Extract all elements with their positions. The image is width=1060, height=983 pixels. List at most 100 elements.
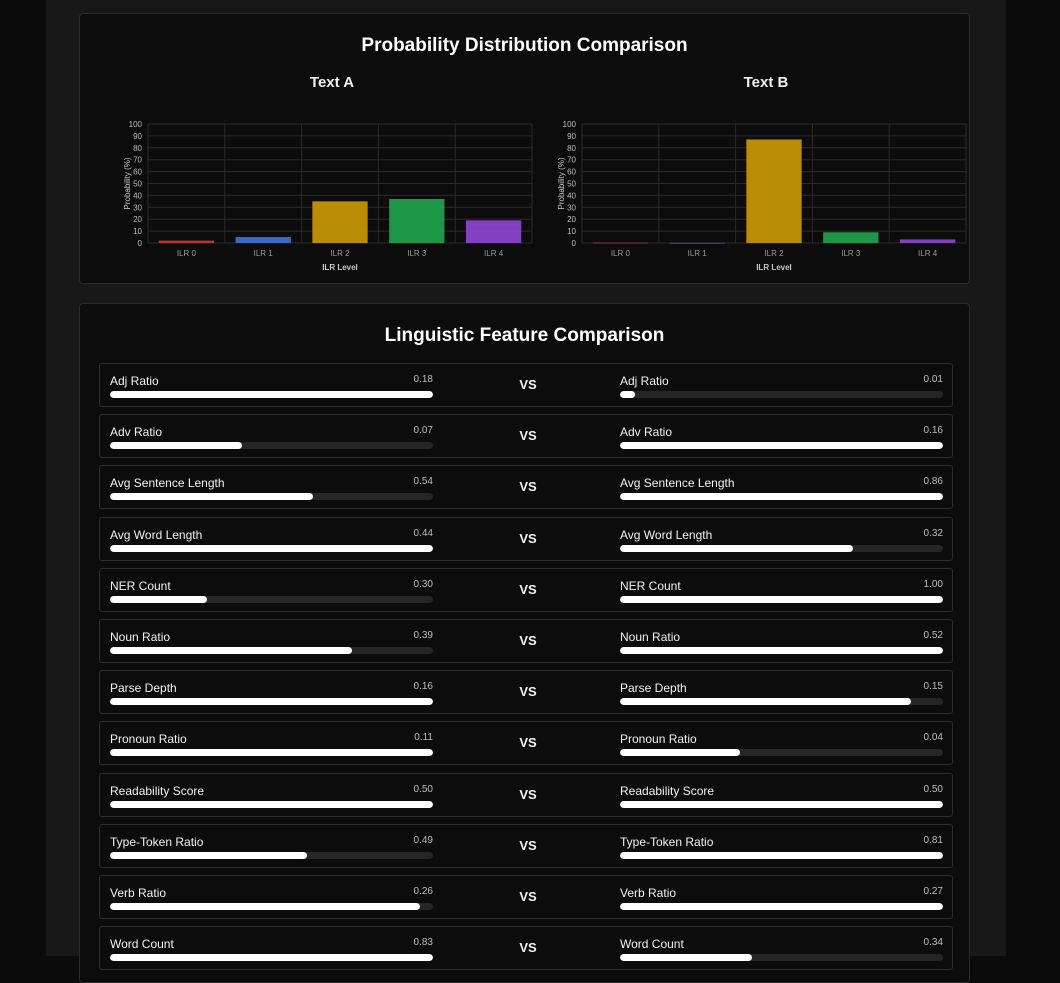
right-feature: Adv Ratio 0.16	[620, 415, 943, 457]
left-feature: Verb Ratio 0.26	[110, 876, 433, 918]
feature-label: Adv Ratio	[110, 425, 163, 440]
feature-value: 0.15	[923, 681, 943, 693]
feature-value: 0.04	[923, 732, 943, 744]
feature-bar-fill	[620, 749, 740, 757]
text-b-ytick-label: 50	[567, 180, 576, 189]
left-feature: Adv Ratio 0.07	[110, 415, 433, 457]
feature-value: 0.44	[413, 527, 433, 539]
feature-bar-track	[110, 647, 433, 654]
feature-bar-fill	[620, 493, 943, 501]
feature-bar-track	[620, 391, 943, 398]
feature-label: Pronoun Ratio	[110, 732, 187, 747]
text-a-bar-ilr-1	[235, 237, 291, 243]
feature-bar-fill	[110, 749, 433, 757]
text-b-bar-ilr-0	[592, 242, 649, 244]
features-title: Linguistic Feature Comparison	[384, 325, 665, 346]
feature-label: Avg Word Length	[620, 527, 713, 542]
vs-label: VS	[519, 684, 537, 700]
text-b-ytick-label: 20	[567, 215, 576, 224]
feature-bar-track	[620, 749, 943, 757]
feature-value: 0.07	[413, 425, 433, 437]
text-a-ytick-label: 20	[133, 215, 142, 224]
feature-row: Adj Ratio 0.18 VS Adj Ratio 0.01	[99, 363, 953, 407]
feature-bar-track	[620, 903, 943, 910]
text-b-bar-ilr-4	[899, 239, 956, 243]
feature-bar-fill	[110, 851, 308, 859]
feature-bar-fill	[110, 493, 314, 501]
feature-bar-track	[110, 800, 433, 808]
vs-label: VS	[519, 837, 537, 853]
text-a-chart: Text A 0 10 20 30 40 50 60 70 80 90 100 ILR 0 ILR 1 I…	[122, 72, 542, 282]
text-a-xtick-label: ILR 0	[177, 249, 197, 258]
feature-bar-track	[620, 493, 943, 501]
feature-bar-fill	[620, 851, 943, 859]
left-feature: Word Count 0.83	[110, 927, 433, 969]
feature-label: Adj Ratio	[110, 374, 159, 388]
feature-bar-track	[620, 647, 943, 654]
feature-label: Avg Sentence Length	[620, 476, 735, 491]
feature-bar-fill	[110, 800, 433, 808]
feature-bar-track	[110, 493, 433, 501]
text-b-chart-title: Text B	[743, 74, 789, 91]
text-a-bar-ilr-4	[465, 220, 522, 243]
vs-label: VS	[519, 377, 537, 392]
feature-value: 0.39	[413, 630, 433, 641]
left-feature: Parse Depth 0.16	[110, 671, 433, 713]
text-b-ytick-label: 70	[567, 156, 576, 165]
vs-label: VS	[519, 889, 537, 904]
vs-label: VS	[519, 633, 537, 648]
left-feature: NER Count 0.30	[110, 569, 433, 611]
feature-bar-fill	[620, 391, 635, 398]
feature-row: NER Count 0.30 VS NER Count 1.00	[99, 567, 953, 612]
feature-bar-fill	[110, 647, 353, 654]
feature-bar-fill	[620, 442, 943, 450]
feature-row: Readability Score 0.50 VS Readability Score…	[99, 772, 953, 817]
text-b-ytick-label: 100	[563, 120, 577, 129]
right-feature: Parse Depth 0.15	[620, 671, 943, 713]
text-a-xtick-label: ILR 4	[484, 249, 504, 258]
feature-value: 0.83	[413, 937, 433, 949]
feature-bar-track	[110, 595, 433, 603]
feature-bar-track	[110, 544, 433, 552]
feature-bar-fill	[110, 391, 433, 398]
left-feature: Pronoun Ratio 0.11	[110, 722, 433, 764]
feature-row: Pronoun Ratio 0.11 VS Pronoun Ratio 0.04	[99, 721, 953, 766]
feature-bar-fill	[620, 800, 943, 808]
feature-bar-fill	[620, 544, 853, 552]
page-container: Probability Distribution Comparison Text…	[46, 0, 1006, 983]
text-b-ytick-label: 30	[567, 203, 576, 212]
feature-bar-fill	[110, 954, 433, 962]
right-feature: NER Count 1.00	[620, 569, 943, 611]
text-a-ytick-label: 30	[133, 203, 142, 212]
right-feature: Type-Token Ratio 0.81	[620, 825, 943, 867]
feature-bar-fill	[110, 595, 207, 603]
text-b-bar-ilr-2	[746, 139, 802, 243]
text-a-xtick-label: ILR 3	[407, 249, 427, 258]
text-b-bar-ilr-1	[669, 242, 725, 244]
feature-bar-track	[110, 698, 433, 706]
feature-label: Noun Ratio	[110, 630, 171, 644]
feature-value: 0.16	[923, 425, 943, 437]
feature-bar-track	[110, 391, 433, 398]
text-a-ytick-label: 80	[133, 144, 142, 153]
text-b-yaxis-title: Probability (%)	[557, 157, 566, 209]
text-a-ytick-label: 60	[133, 168, 142, 177]
feature-label: Parse Depth	[110, 681, 177, 696]
feature-label: Pronoun Ratio	[620, 732, 697, 747]
text-b-xaxis-title: ILR Level	[756, 263, 792, 272]
feature-label: Verb Ratio	[110, 886, 167, 900]
feature-bar-fill	[620, 647, 943, 654]
text-a-ytick-label: 40	[133, 191, 142, 200]
text-b-ytick-label: 60	[567, 168, 576, 177]
feature-row: Parse Depth 0.16 VS Parse Depth 0.15	[99, 670, 953, 715]
text-a-xtick-label: ILR 2	[330, 249, 350, 258]
feature-bar-track	[620, 544, 943, 552]
feature-bar-fill	[110, 442, 243, 450]
feature-label: Word Count	[620, 937, 684, 952]
feature-bar-fill	[620, 595, 943, 603]
feature-value: 0.26	[413, 886, 433, 897]
feature-row: Noun Ratio 0.39 VS Noun Ratio 0.52	[99, 619, 953, 663]
feature-value: 0.34	[923, 937, 943, 949]
feature-value: 0.16	[413, 681, 433, 693]
feature-value: 0.52	[923, 630, 943, 641]
